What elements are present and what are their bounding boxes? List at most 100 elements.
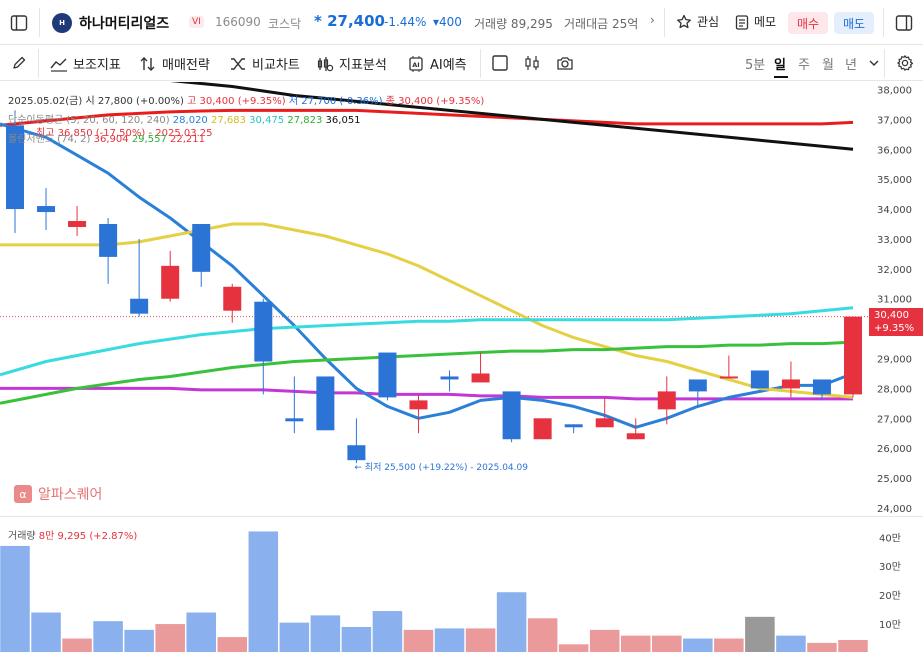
price-axis-tick: 27,000 [877,414,912,425]
candle-body [595,418,614,428]
period-day[interactable]: 일 [774,58,786,73]
ai-forecast-label: AI예측 [430,58,467,73]
candle-body [347,445,366,461]
price-axis-tick: 33,000 [877,235,912,246]
period-5min[interactable]: 5분 [745,58,766,73]
volume-bar [683,638,713,652]
period-year[interactable]: 년 [845,58,857,73]
current-price-tag: 30,400 +9.35% [869,308,923,336]
buy-button[interactable]: 매수 [788,12,828,34]
candle-body [316,376,335,431]
price-axis-tick: 38,000 [877,85,912,96]
compare-chart-button[interactable]: 비교차트 [229,54,300,73]
compare-chart-label: 비교차트 [252,58,300,73]
period-month[interactable]: 월 [822,58,834,73]
candle-body [378,352,397,398]
volume-bar [465,628,496,652]
bb-upper-value: 36,904 [93,134,129,145]
indicator-button[interactable]: 보조지표 [50,54,121,73]
star-icon [677,14,691,28]
change-percent: -1.44% [384,15,427,29]
compare-icon [229,55,247,73]
volume-bar [217,637,248,652]
memo-button[interactable]: 메모 [735,13,776,30]
company-logo: H [52,13,72,33]
volume-bar [807,642,837,652]
price-chart[interactable]: 38,000 37,000 36,000 35,000 34,000 33,000 32,0… [0,62,923,516]
volume-bar [496,592,527,652]
bollinger-legend-label: 볼린저밴드 (74, 2) [8,134,91,145]
strategy-button[interactable]: 매매전략 [139,54,210,73]
indicator-analysis-button[interactable]: 지표분석 [316,54,387,73]
volume-bar [652,635,682,652]
chevron-down-icon [865,54,883,72]
memo-label: 메모 [754,15,777,29]
brand-watermark: α 알파스퀘어 [14,484,102,504]
price-axis-tick: 24,000 [877,504,912,515]
candle-body [440,376,459,380]
ai-forecast-button[interactable]: AI AI예측 [407,54,467,73]
candle-body [781,379,800,389]
volume-bar [372,611,403,652]
candle-body [502,391,521,440]
active-period-indicator [774,76,788,78]
bollinger-legend[interactable]: 볼린저밴드 (74, 2) 36,904 29,557 22,211 [8,130,205,145]
divider [664,8,665,37]
price-axis-tick: 32,000 [877,265,912,276]
price-chart-svg[interactable]: 38,000 37,000 36,000 35,000 34,000 33,000 32,0… [0,62,923,516]
square-icon [491,54,509,72]
volume-chart[interactable]: 40만 30만 20만 10만 [0,516,923,652]
price-axis-tick: 29,000 [877,355,912,366]
divider [884,49,885,78]
candle-body [533,418,552,440]
watchlist-button[interactable]: 관심 [676,13,719,30]
svg-text:AI: AI [412,61,419,69]
sidebar-toggle-icon[interactable] [8,12,30,34]
candle-body [68,221,87,227]
volume-legend: 거래량 8만 9,295 (+2.87%) [8,527,137,542]
volume-summary: 거래량 89,295 [474,17,553,31]
price-axis-tick: 36,000 [877,145,912,156]
candle-body [285,418,304,422]
price-axis-tick: 25,000 [877,474,912,485]
period-dropdown[interactable] [865,54,883,72]
trade-amount: 거래대금 25억 [564,17,639,31]
volume-bar [838,639,868,652]
legend-date: 2025.05.02(금) [8,96,83,107]
candle-body [844,316,862,395]
drawing-tool-button[interactable] [10,54,28,72]
chart-type-button[interactable] [523,54,541,72]
candle-body [812,379,831,395]
period-week[interactable]: 주 [798,58,810,73]
candle-body [564,424,583,428]
ma-legend[interactable]: 단순이동평균 (5, 20, 60, 120, 240) 28,020 27,6… [8,111,361,126]
right-panel-toggle-icon[interactable] [893,12,915,34]
volume-axis-tick: 10만 [879,619,901,631]
price-axis-tick: 28,000 [877,384,912,395]
settings-button[interactable] [896,54,914,72]
ma60-line [0,306,854,377]
bb-lower-value: 22,211 [170,134,205,145]
volume-bar [620,635,651,652]
candle-body [223,286,242,311]
chevron-right-icon[interactable]: › [650,13,655,27]
price-axis-tick: 26,000 [877,444,912,455]
screenshot-button[interactable] [556,54,574,72]
sell-button[interactable]: 매도 [834,12,874,34]
volume-bar [527,618,558,652]
chart-layout-button[interactable] [491,54,509,72]
ma120-value: 27,823 [287,115,323,126]
volume-bar [403,629,434,652]
volume-bar [155,624,185,652]
ohlc-legend: 2025.05.02(금) 시 27,800 (+0.00%) 고 30,400… [8,92,484,107]
stock-name[interactable]: 하나머티리얼즈 [79,16,170,32]
candle-body [471,373,490,383]
bollinger-upper-line [0,108,854,127]
chart-toolbar: 보조지표 매매전략 비교차트 지표분석 AI AI예측 [0,45,923,81]
volume-bar [248,531,279,652]
divider [38,49,39,78]
sort-arrows-icon [139,55,157,73]
price-axis-tick: 31,000 [877,295,912,306]
volume-chart-svg[interactable]: 40만 30만 20만 10만 [0,517,923,652]
candle-body [130,298,149,314]
